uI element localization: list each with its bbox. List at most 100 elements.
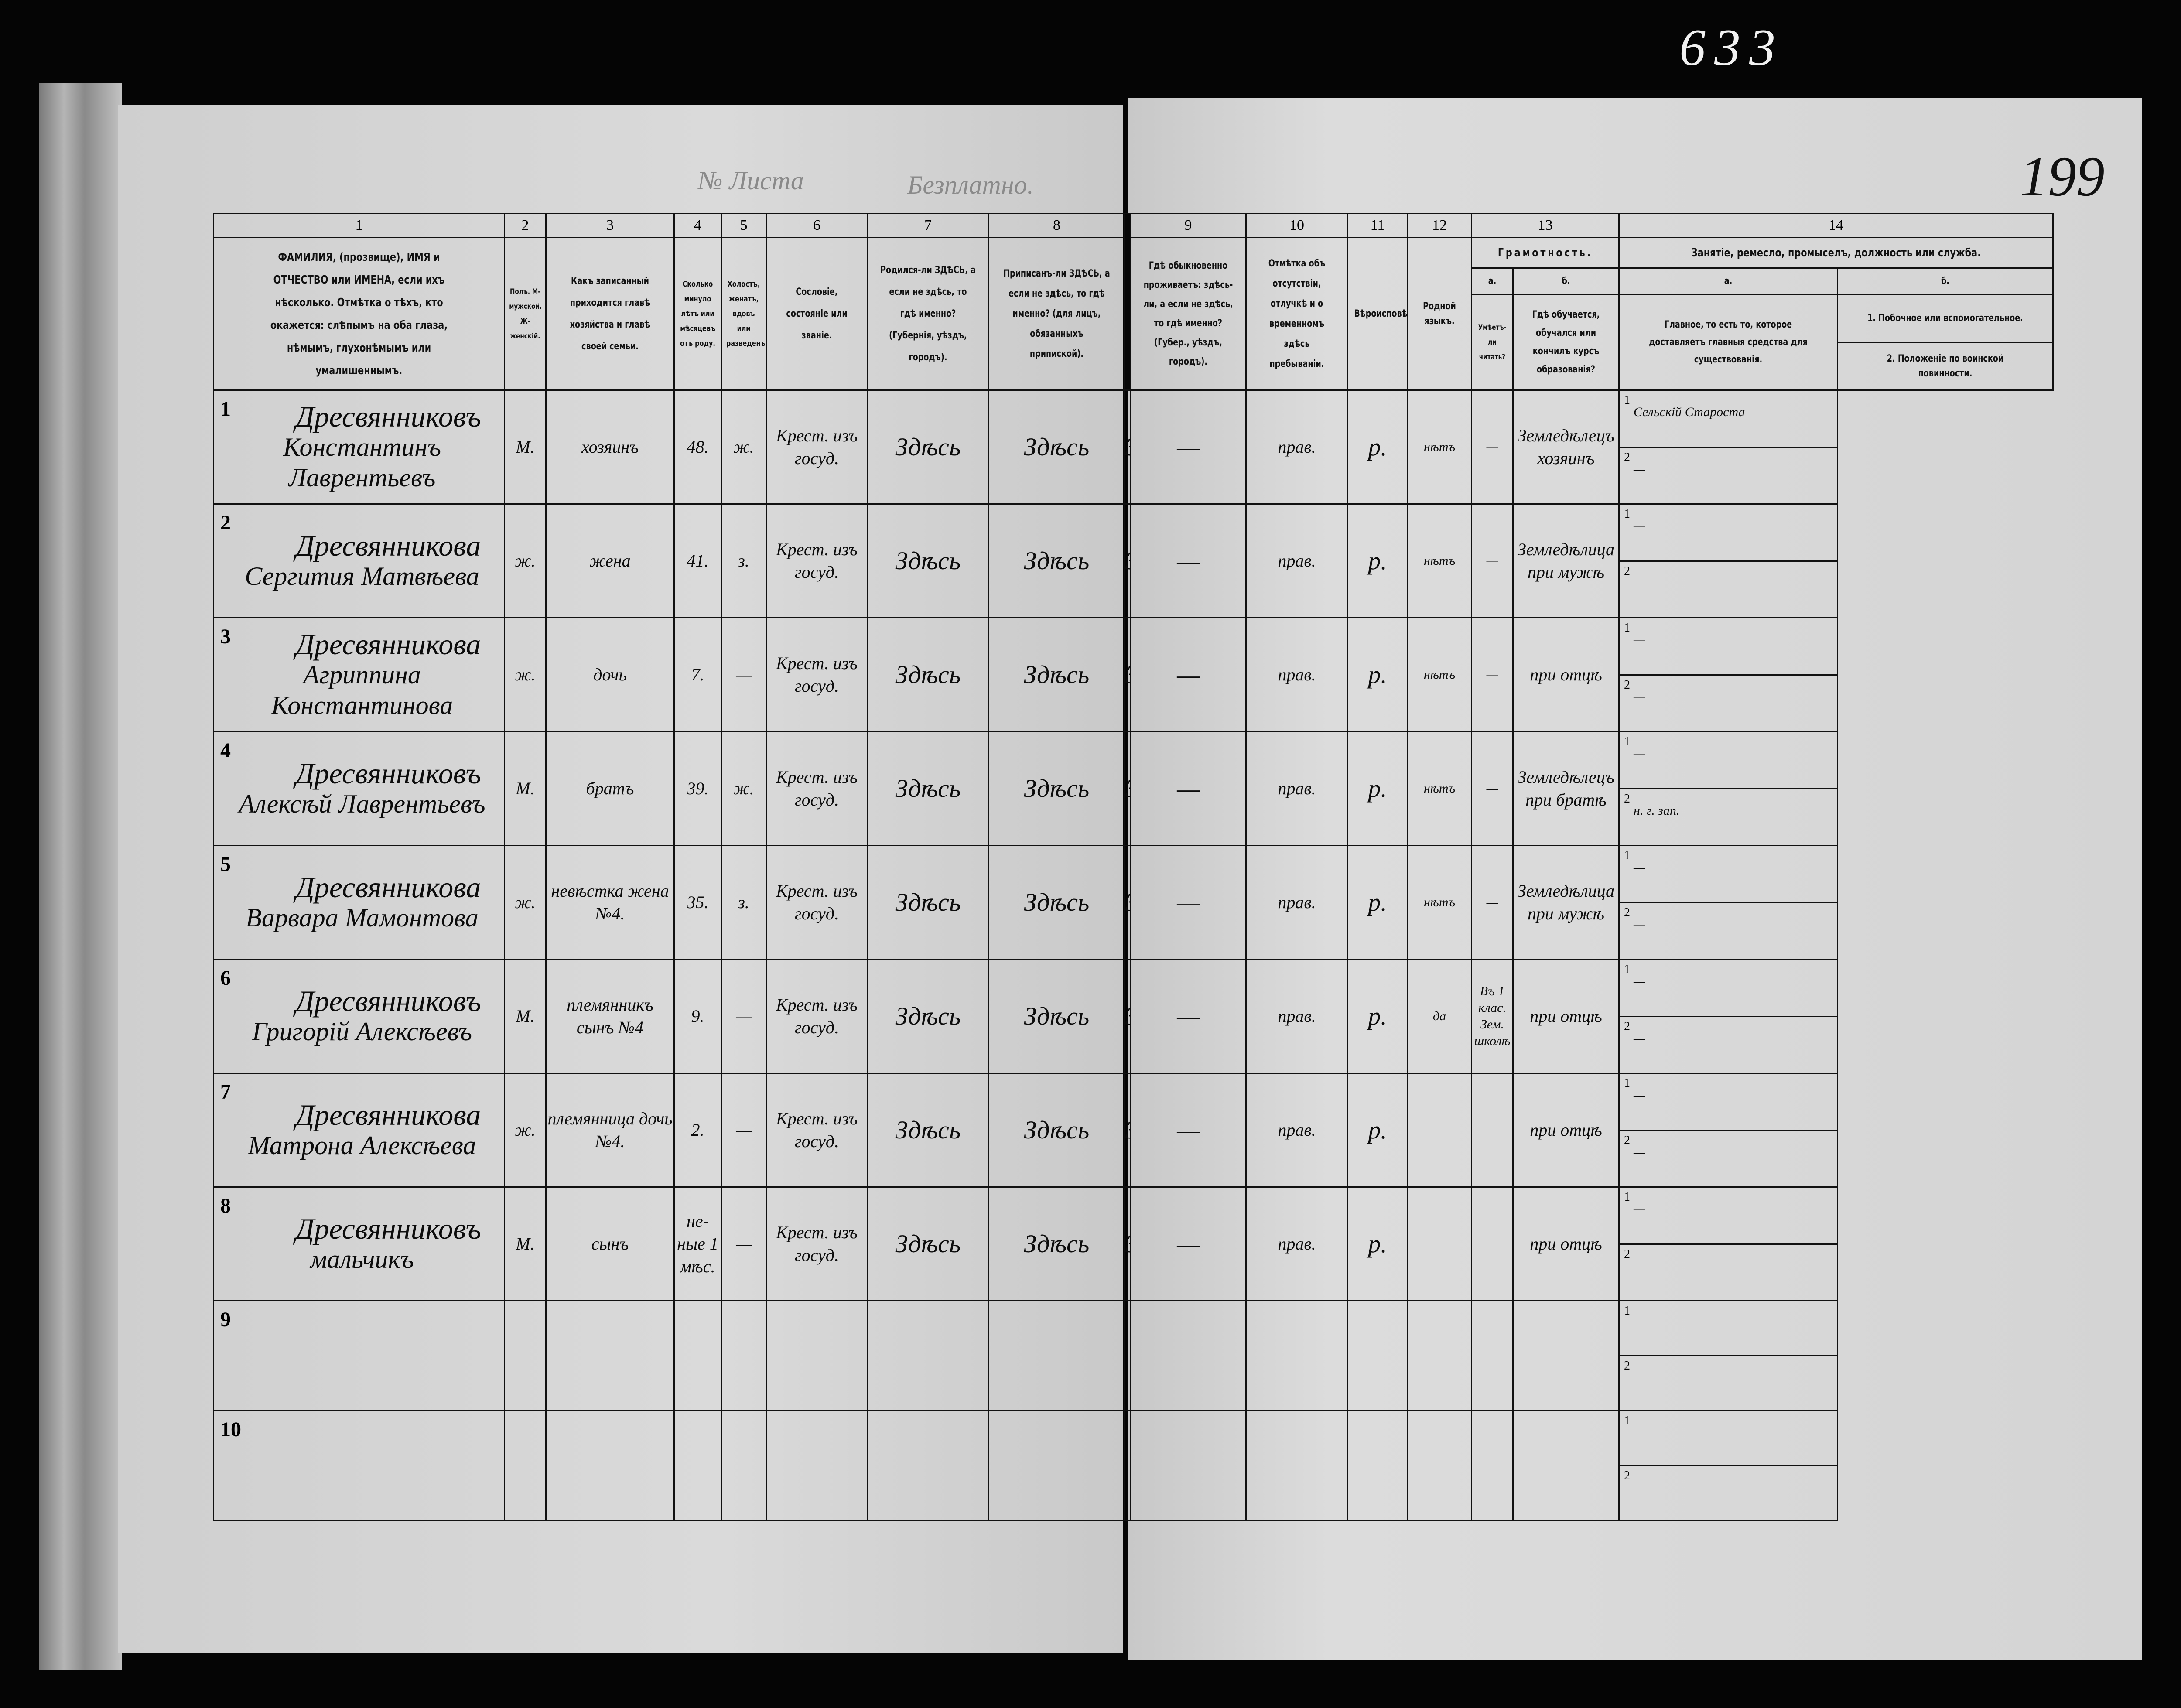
language-cell: р.	[1347, 959, 1408, 1074]
given-name: мальчикъ	[310, 1245, 414, 1274]
sheet-number: 199	[2020, 145, 2105, 208]
residence-cell-text: Здѣсь	[1126, 1230, 1129, 1258]
marital-cell: ж.	[721, 389, 767, 505]
literate-cell: нѣтъ	[1407, 389, 1472, 505]
registration-cell-text: Здѣсь	[1024, 888, 1090, 916]
absence-cell-text: —	[1177, 660, 1200, 689]
marital-cell-text: —	[736, 665, 752, 684]
name-cell: 1 Дресвянниковъ Константинъ Лаврентьевъ	[213, 389, 505, 505]
marital-cell: —	[721, 1186, 767, 1301]
birthplace-cell-text: Здѣсь	[895, 774, 961, 803]
table-row: 8 Дресвянниковъ мальчикъ М. сынъ не- ные 1 мѣ…	[213, 1186, 2053, 1301]
row-number: 3	[220, 625, 231, 648]
religion-cell-text: прав.	[1278, 892, 1316, 912]
language-cell-text: р.	[1368, 660, 1387, 689]
header-detail-row-2: 2. Положеніе по воинской повинности.	[214, 342, 2054, 391]
literate-cell: нѣтъ	[1407, 503, 1472, 618]
side-occupation: 1—	[1620, 619, 1836, 676]
age-cell	[673, 1410, 722, 1521]
estate-cell-text: Крест. изъ госуд.	[776, 995, 858, 1037]
education-cell: —	[1471, 617, 1514, 732]
sex-cell-text: ж.	[515, 1120, 536, 1140]
relation-cell: жена	[545, 503, 675, 618]
birthplace-cell-text: Здѣсь	[895, 660, 961, 689]
age-cell: 39.	[673, 731, 722, 846]
education-cell-text: —	[1486, 895, 1498, 909]
absence-cell: —	[1130, 1073, 1247, 1188]
header-language: Родной языкъ.	[1407, 237, 1472, 391]
education-cell: Въ 1 клас. Зем. школѣ	[1471, 959, 1514, 1074]
header-name: ФАМИЛИЯ, (прозвище), ИМЯ и ОТЧЕСТВО или …	[213, 237, 505, 391]
table-row: 4 Дресвянниковъ Алексѣй Лаврентьевъ М. братъ…	[213, 731, 2053, 846]
col-number: 12	[1407, 213, 1472, 238]
residence-cell-text: Здѣсь	[1126, 433, 1129, 461]
estate-cell-text: Крест. изъ госуд.	[776, 426, 858, 468]
estate-cell-text: Крест. изъ госуд.	[776, 1223, 858, 1265]
col-number: 4	[673, 213, 722, 238]
registration-cell: Здѣсь	[988, 617, 1125, 732]
religion-cell-text: прав.	[1278, 779, 1316, 798]
sex-cell: М.	[504, 731, 547, 846]
side-occupation-cell: 1—2	[1618, 1186, 1838, 1301]
residence-cell: Здѣсь	[1124, 617, 1131, 732]
literate-cell: нѣтъ	[1407, 845, 1472, 960]
table-row: 2 Дресвянникова Сергития Матвѣева ж. жена 41.…	[213, 503, 2053, 618]
military-status: 2	[1624, 1469, 1630, 1483]
given-name: Матрона Алексѣева	[248, 1131, 476, 1160]
header-detail-row: Умѣетъ-ли читать? Гдѣ обучается, обучалс…	[214, 294, 2054, 391]
header-birthplace: Родился-ли ЗДѢСЬ, а если не здѣсь, то гд…	[867, 237, 989, 391]
language-cell	[1347, 1410, 1408, 1521]
name-cell: 6 Дресвянниковъ Григорій Алексѣевъ	[213, 959, 505, 1074]
given-name: Григорій Алексѣевъ	[252, 1017, 472, 1046]
occupation-cell: при отцѣ	[1512, 617, 1620, 732]
header-side-occupation: 1. Побочное или вспомогательное.	[1837, 294, 2054, 343]
marital-cell-text: ж.	[733, 437, 754, 457]
relation-cell: племянникъ сынъ №4	[545, 959, 675, 1074]
occupation-cell: Земледѣлецъ при братѣ	[1512, 731, 1620, 846]
age-cell	[673, 1300, 722, 1411]
marital-cell: —	[721, 617, 767, 732]
surname: Дресвянниковъ	[295, 757, 481, 790]
header-group-row: ФАМИЛИЯ, (прозвище), ИМЯ и ОТЧЕСТВО или …	[213, 237, 2054, 391]
residence-cell-text: Здѣсь	[1126, 547, 1129, 575]
occupation-cell	[1512, 1410, 1620, 1521]
military-status: 2—	[1624, 905, 1645, 932]
registration-cell-text: Здѣсь	[1024, 433, 1090, 461]
relation-cell-text: невѣстка жена №4.	[551, 881, 669, 923]
header-literacy: Грамотность.	[1471, 237, 1620, 269]
religion-cell-text: прав.	[1278, 1120, 1316, 1140]
name-cell: 5 Дресвянникова Варвара Мамонтова	[213, 845, 505, 960]
occupation-cell-text: при отцѣ	[1530, 1234, 1602, 1254]
occupation-cell-text: при отцѣ	[1530, 1006, 1602, 1026]
sheet-label: № Листа	[698, 166, 804, 195]
estate-cell-text: Крест. изъ госуд.	[776, 881, 858, 923]
literate-cell-text: да	[1432, 1009, 1446, 1023]
military-status: 2	[1624, 1247, 1630, 1261]
row-number: 5	[220, 853, 231, 876]
birthplace-cell-text: Здѣсь	[895, 433, 961, 461]
religion-cell	[1245, 1300, 1348, 1411]
religion-cell: прав.	[1245, 959, 1348, 1074]
table-row: 1 Дресвянниковъ Константинъ Лаврентьевъ М. х…	[213, 389, 2053, 505]
relation-cell	[545, 1300, 675, 1411]
registration-cell	[988, 1300, 1125, 1411]
col-number: 2	[504, 213, 547, 238]
birthplace-cell: Здѣсь	[867, 845, 989, 960]
relation-cell-text: племянница дочь №4.	[547, 1109, 673, 1151]
sex-cell: М.	[504, 389, 547, 505]
occupation-cell-text: Земледѣлица при мужѣ	[1517, 540, 1615, 582]
age-cell-text: 41.	[687, 551, 709, 570]
name-cell: 3 Дресвянникова Агриппина Константинова	[213, 617, 505, 732]
registration-cell: Здѣсь	[988, 389, 1125, 505]
sex-cell: М.	[504, 1186, 547, 1301]
absence-cell-text: —	[1177, 1002, 1200, 1030]
age-cell-text: 35.	[687, 892, 709, 912]
header-literacy-b-letter: б.	[1512, 267, 1620, 295]
age-cell-text: не- ные 1 мѣс.	[677, 1211, 718, 1276]
military-status: 2	[1624, 1359, 1630, 1373]
col-number: 14	[1618, 213, 2054, 238]
age-cell: 2.	[673, 1073, 722, 1188]
marital-cell-text: з.	[738, 892, 749, 912]
surname: Дресвянниковъ	[295, 1212, 481, 1245]
